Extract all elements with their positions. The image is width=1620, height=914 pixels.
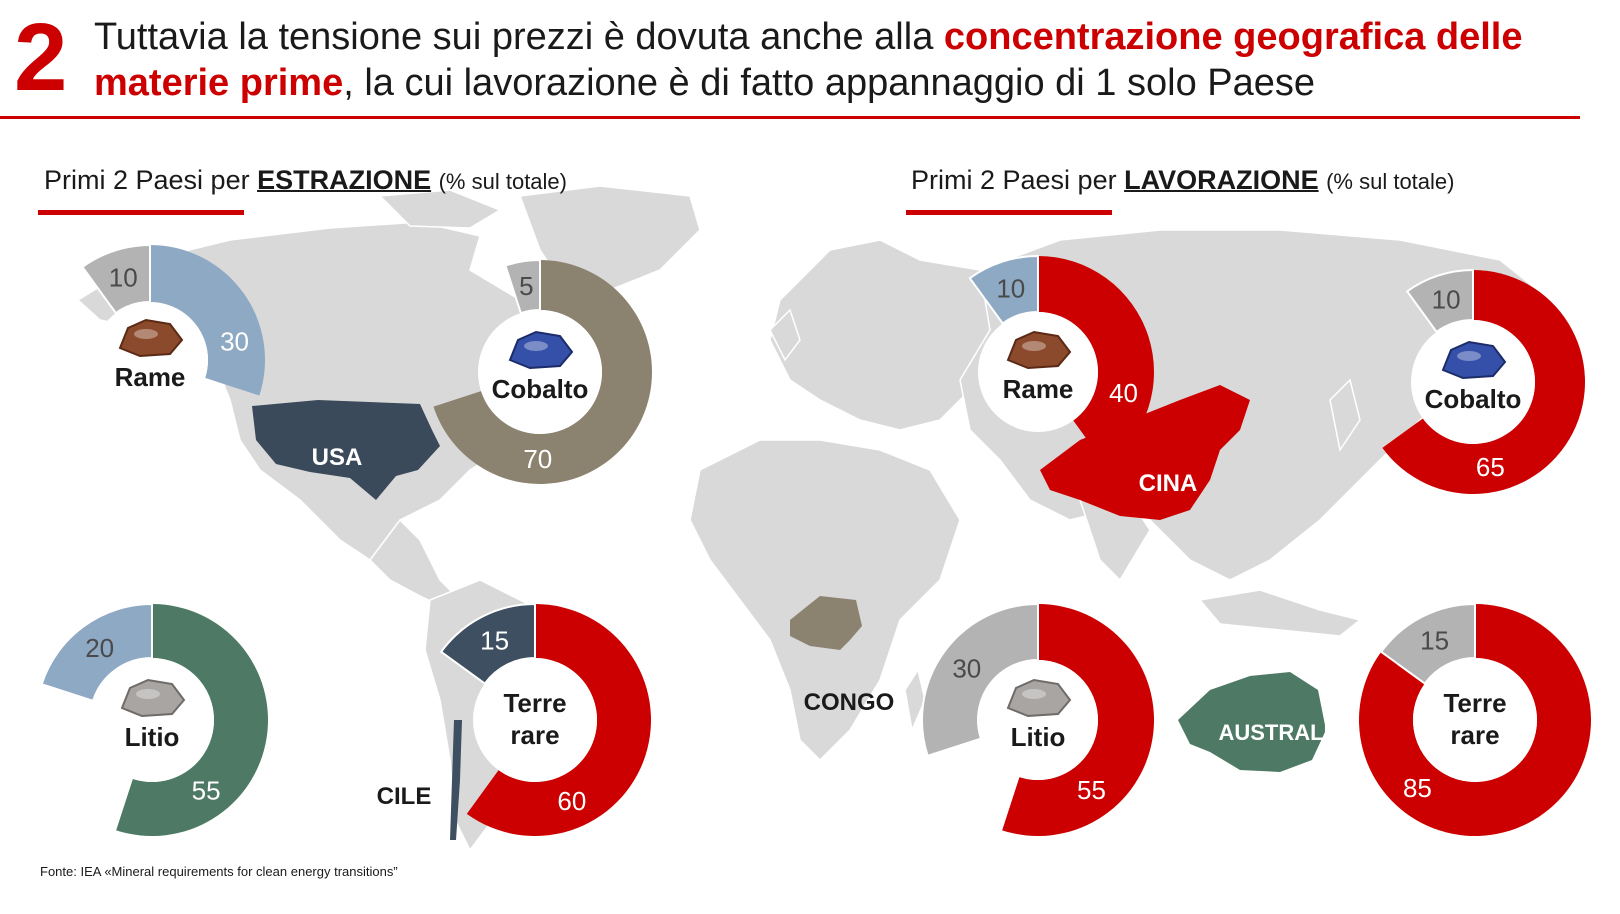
donut-estrazione-rame: 30 10 Rame [81, 243, 265, 418]
lithium-ore-icon [1006, 678, 1072, 718]
headline-part2: , la cui lavorazione è di fatto appannag… [343, 62, 1316, 104]
donut-value-main: 70 [523, 444, 552, 474]
donut-value-main: 30 [220, 327, 249, 357]
left-panel-title: Primi 2 Paesi per ESTRAZIONE (% sul tota… [44, 165, 567, 196]
header-rule [0, 116, 1580, 119]
country-label-usa: USA [312, 444, 363, 471]
donut-value-second: 10 [1432, 284, 1461, 314]
country-label-australia: AUSTRALIA [1218, 720, 1345, 745]
donut-hole [1413, 658, 1537, 782]
donut-hole [1411, 320, 1535, 444]
donut-value-second: 10 [996, 273, 1025, 303]
headline-highlight: concentrazione geografica delle materie … [94, 16, 1523, 104]
donut-segment-main [1359, 604, 1591, 836]
left-panel-unit: (% sul totale) [438, 169, 567, 194]
donut-center-label: Rame [1003, 374, 1074, 404]
donut-hole [978, 660, 1098, 780]
cobalt-ore-icon [508, 330, 574, 370]
headline-part1: Tuttavia la tensione sui prezzi è dovuta… [94, 16, 944, 58]
donut-value-main: 40 [1109, 378, 1138, 408]
uk-shape [769, 308, 801, 362]
australia-shape [1178, 672, 1326, 772]
donut-value-second: 30 [952, 653, 981, 683]
donut-lavorazione-rame: 40 10 Rame [968, 254, 1154, 466]
donut-value-second: 15 [1420, 626, 1449, 656]
donut-hole [978, 312, 1098, 432]
world-map-land [76, 185, 1552, 852]
donut-segment-main [150, 245, 265, 396]
donut-value-second: 15 [480, 626, 509, 656]
china-shape [1040, 385, 1250, 520]
japan-shape [1329, 378, 1361, 452]
lithium-ore-icon [120, 678, 186, 718]
copper-ore-icon [1006, 330, 1072, 370]
usa-shape [252, 400, 440, 500]
donut-segment-main [433, 260, 653, 484]
donut-center-label: Terre [1443, 688, 1506, 718]
donut-hole [478, 310, 602, 434]
donut-value-second: 20 [85, 633, 114, 663]
donut-value-main: 85 [1403, 773, 1432, 803]
donut-center-label: rare [1450, 720, 1499, 750]
donut-center-label: Cobalto [492, 374, 589, 404]
donut-segment-main [1382, 270, 1585, 494]
right-panel-keyword: LAVORAZIONE [1124, 165, 1319, 195]
donut-segment-main [1038, 256, 1154, 466]
country-label-congo: CONGO [804, 689, 895, 716]
donut-value-second: 5 [519, 271, 533, 301]
donut-value-main: 55 [192, 776, 221, 806]
donut-hole [473, 658, 597, 782]
europe-shape [769, 239, 1001, 431]
copper-ore-icon [118, 318, 184, 358]
donut-center-label: Litio [125, 722, 180, 752]
left-panel-keyword: ESTRAZIONE [257, 165, 432, 195]
donut-value-main: 55 [1077, 775, 1106, 805]
donut-lavorazione-cobalto: 65 10 Cobalto [1382, 268, 1585, 494]
donut-segment-main [1002, 604, 1154, 836]
donut-center-label: Cobalto [1425, 384, 1522, 414]
cobalt-ore-icon [1441, 340, 1507, 380]
arctic-islands-shape [378, 189, 502, 229]
right-panel-title: Primi 2 Paesi per LAVORAZIONE (% sul tot… [911, 165, 1454, 196]
donut-value-main: 60 [557, 786, 586, 816]
source-note: Fonte: IEA «Mineral requirements for cle… [40, 864, 398, 879]
country-label-cile: CILE [377, 783, 432, 810]
donut-center-label: rare [510, 720, 559, 750]
donut-charts: 3010Rame705Cobalto5520Litio6015Terrerare… [40, 243, 1591, 836]
right-panel-unit: (% sul totale) [1326, 169, 1455, 194]
donut-estrazione-litio: 55 20 Litio [40, 602, 268, 836]
donut-segment-main [466, 604, 651, 836]
header: 2 Tuttavia la tensione sui prezzi è dovu… [0, 0, 1620, 124]
donut-value-main: 65 [1476, 452, 1505, 482]
donut-center-label: Rame [115, 362, 186, 392]
donut-segment-main [116, 604, 268, 836]
donut-hole [92, 302, 208, 418]
headline: Tuttavia la tensione sui prezzi è dovuta… [94, 14, 1604, 106]
left-panel-rule [38, 210, 244, 215]
indonesia-shape [1198, 589, 1362, 637]
right-panel-rule [906, 210, 1112, 215]
donut-value-second: 10 [109, 263, 138, 293]
slide-number: 2 [14, 4, 68, 111]
donut-center-label: Terre [503, 688, 566, 718]
country-label-cina: CINA [1139, 470, 1198, 497]
right-panel-prefix: Primi 2 Paesi per [911, 165, 1125, 195]
chile-shape [450, 720, 462, 840]
left-panel-prefix: Primi 2 Paesi per [44, 165, 258, 195]
donut-lavorazione-litio: 55 30 Litio [921, 602, 1154, 836]
donut-center-label: Litio [1011, 722, 1066, 752]
donut-estrazione-cobalto: 70 5 Cobalto [433, 258, 653, 484]
donut-hole [90, 658, 214, 782]
congo-shape [790, 596, 862, 650]
